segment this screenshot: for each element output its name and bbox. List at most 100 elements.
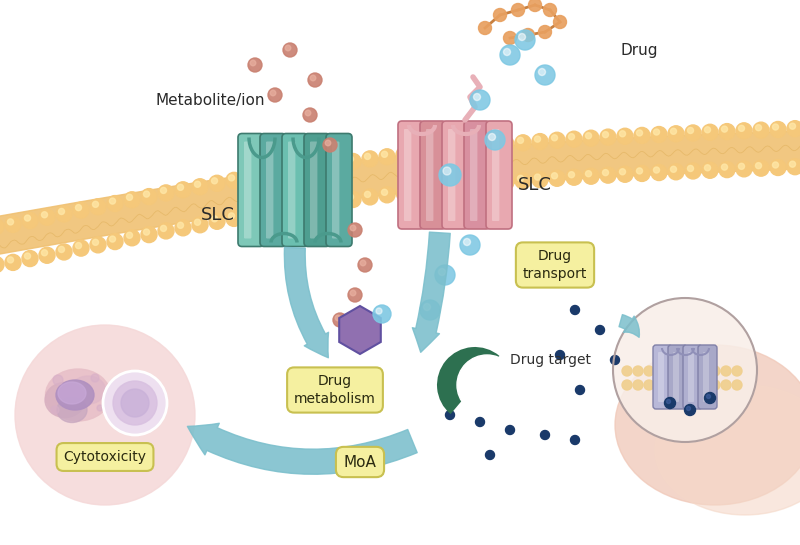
Circle shape bbox=[570, 306, 579, 314]
FancyBboxPatch shape bbox=[448, 129, 455, 221]
Circle shape bbox=[330, 196, 337, 202]
Circle shape bbox=[602, 169, 609, 175]
FancyBboxPatch shape bbox=[426, 129, 434, 221]
Circle shape bbox=[457, 355, 517, 415]
FancyArrowPatch shape bbox=[412, 232, 450, 352]
Circle shape bbox=[529, 0, 542, 11]
Circle shape bbox=[474, 94, 481, 100]
Ellipse shape bbox=[655, 385, 800, 515]
Circle shape bbox=[413, 144, 429, 161]
Circle shape bbox=[613, 298, 757, 442]
Circle shape bbox=[345, 154, 361, 169]
Circle shape bbox=[619, 169, 626, 175]
Circle shape bbox=[211, 216, 218, 222]
Circle shape bbox=[668, 126, 684, 142]
Circle shape bbox=[365, 191, 370, 197]
Circle shape bbox=[515, 30, 535, 50]
FancyBboxPatch shape bbox=[260, 134, 286, 246]
Circle shape bbox=[121, 389, 149, 417]
Circle shape bbox=[583, 130, 599, 146]
FancyBboxPatch shape bbox=[288, 142, 295, 239]
Circle shape bbox=[373, 305, 391, 323]
Circle shape bbox=[15, 325, 195, 505]
Circle shape bbox=[348, 288, 362, 302]
Circle shape bbox=[175, 220, 191, 236]
Circle shape bbox=[753, 122, 769, 138]
Circle shape bbox=[511, 3, 525, 16]
Text: Metabolite/ion: Metabolite/ion bbox=[155, 93, 265, 107]
Circle shape bbox=[360, 260, 366, 266]
Circle shape bbox=[633, 366, 643, 376]
Text: Drug
transport: Drug transport bbox=[523, 250, 587, 281]
Circle shape bbox=[736, 161, 752, 177]
Circle shape bbox=[721, 366, 731, 376]
Circle shape bbox=[308, 73, 322, 87]
Circle shape bbox=[75, 204, 82, 211]
Text: SLC: SLC bbox=[201, 206, 235, 224]
Circle shape bbox=[347, 156, 354, 162]
Circle shape bbox=[209, 175, 225, 191]
Circle shape bbox=[161, 226, 166, 232]
Circle shape bbox=[478, 21, 491, 34]
Circle shape bbox=[39, 209, 55, 225]
Circle shape bbox=[651, 165, 667, 180]
FancyBboxPatch shape bbox=[433, 123, 477, 227]
Circle shape bbox=[481, 176, 497, 192]
Circle shape bbox=[538, 69, 546, 76]
Circle shape bbox=[722, 126, 727, 132]
Circle shape bbox=[243, 208, 259, 223]
Circle shape bbox=[602, 131, 609, 138]
FancyBboxPatch shape bbox=[688, 352, 694, 402]
Circle shape bbox=[719, 162, 735, 178]
Circle shape bbox=[498, 136, 514, 152]
Circle shape bbox=[549, 132, 565, 148]
Circle shape bbox=[226, 172, 242, 189]
Circle shape bbox=[0, 219, 4, 234]
Ellipse shape bbox=[615, 345, 800, 505]
Circle shape bbox=[595, 325, 605, 335]
Polygon shape bbox=[339, 306, 381, 354]
Circle shape bbox=[666, 380, 676, 390]
Circle shape bbox=[532, 134, 548, 150]
Circle shape bbox=[677, 380, 687, 390]
Circle shape bbox=[450, 181, 455, 187]
Circle shape bbox=[770, 160, 786, 175]
Circle shape bbox=[721, 380, 731, 390]
Circle shape bbox=[687, 128, 694, 134]
Circle shape bbox=[415, 147, 422, 153]
Circle shape bbox=[433, 183, 438, 189]
Circle shape bbox=[570, 435, 579, 445]
Circle shape bbox=[262, 207, 269, 213]
FancyBboxPatch shape bbox=[683, 345, 702, 409]
Circle shape bbox=[732, 380, 742, 390]
Circle shape bbox=[306, 110, 311, 116]
Ellipse shape bbox=[56, 380, 94, 410]
Circle shape bbox=[501, 177, 506, 183]
Circle shape bbox=[314, 161, 319, 167]
Circle shape bbox=[466, 142, 473, 148]
Circle shape bbox=[107, 196, 123, 211]
FancyBboxPatch shape bbox=[703, 352, 709, 402]
Circle shape bbox=[566, 169, 582, 185]
FancyBboxPatch shape bbox=[310, 142, 318, 239]
Circle shape bbox=[382, 189, 387, 195]
Circle shape bbox=[326, 140, 331, 146]
Circle shape bbox=[42, 250, 47, 256]
Circle shape bbox=[644, 366, 654, 376]
Circle shape bbox=[73, 202, 89, 218]
Circle shape bbox=[773, 124, 778, 130]
Circle shape bbox=[600, 129, 616, 145]
Circle shape bbox=[7, 257, 14, 263]
Circle shape bbox=[722, 164, 727, 170]
Circle shape bbox=[194, 219, 201, 225]
Circle shape bbox=[634, 166, 650, 181]
Circle shape bbox=[569, 134, 574, 140]
Text: Drug: Drug bbox=[620, 43, 658, 58]
Text: Cytotoxicity: Cytotoxicity bbox=[63, 450, 146, 464]
Circle shape bbox=[42, 211, 47, 218]
Circle shape bbox=[666, 399, 670, 403]
Circle shape bbox=[551, 173, 558, 179]
Circle shape bbox=[328, 156, 344, 172]
Circle shape bbox=[350, 225, 356, 231]
Circle shape bbox=[277, 164, 293, 180]
